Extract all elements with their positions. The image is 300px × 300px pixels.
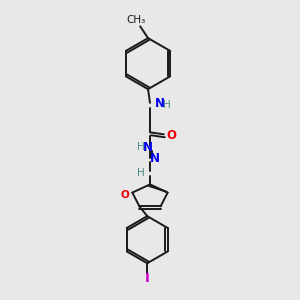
Text: N: N xyxy=(143,141,153,154)
Text: N: N xyxy=(150,152,160,165)
Text: I: I xyxy=(145,272,150,286)
Text: N: N xyxy=(155,98,165,110)
Text: H: H xyxy=(137,142,145,152)
Text: H: H xyxy=(163,100,171,110)
Text: H: H xyxy=(137,168,145,178)
Text: O: O xyxy=(167,129,177,142)
Text: O: O xyxy=(120,190,129,200)
Text: CH₃: CH₃ xyxy=(127,15,146,26)
